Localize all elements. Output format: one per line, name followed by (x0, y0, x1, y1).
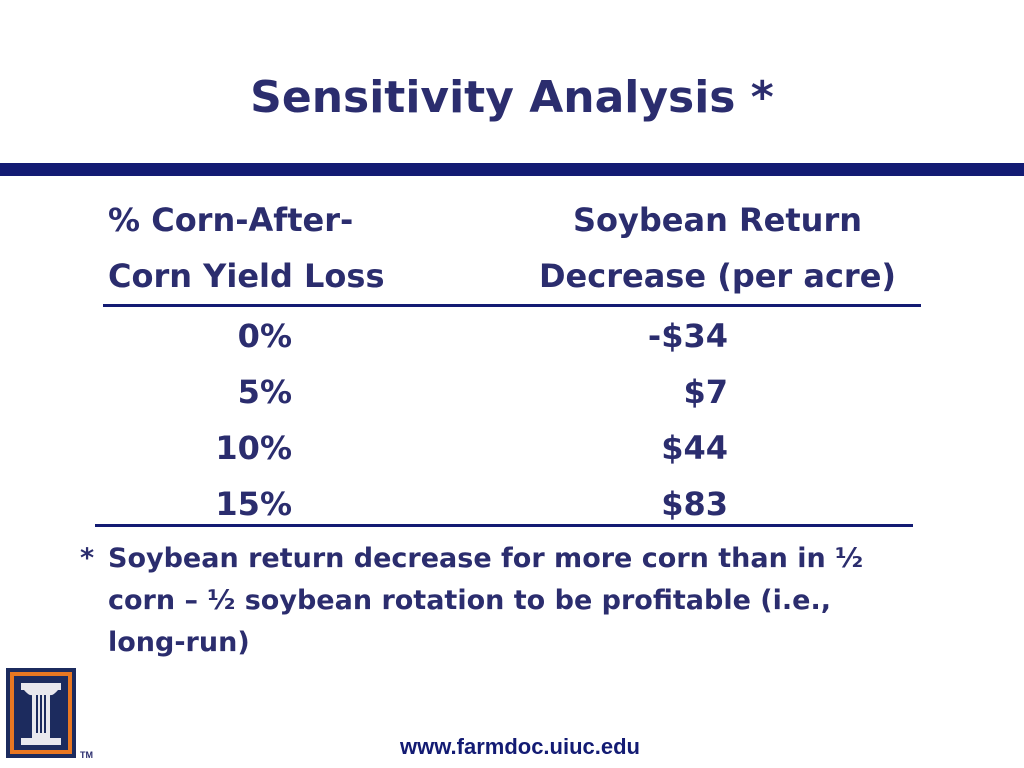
illinois-block-i-icon (6, 668, 76, 758)
website-url[interactable]: www.farmdoc.uiuc.edu (400, 734, 640, 759)
header-right-line-2: Decrease (per acre) (538, 257, 897, 295)
yield-loss-cell: 10% (215, 429, 292, 467)
table-top-rule (103, 304, 921, 307)
header-left-line-2: Corn Yield Loss (108, 257, 385, 295)
header-right-line-1: Soybean Return (573, 201, 862, 239)
table-row: 10% $44 (0, 420, 1024, 476)
trademark-mark: TM (80, 750, 93, 760)
return-decrease-cell: $83 (661, 485, 728, 523)
table-bottom-rule (95, 524, 913, 527)
footnote-line-2: corn – ½ soybean rotation to be profitab… (108, 585, 831, 616)
return-decrease-cell: -$34 (647, 317, 728, 355)
footnote: * Soybean return decrease for more corn t… (80, 538, 980, 664)
yield-loss-cell: 5% (237, 373, 292, 411)
return-decrease-cell: $44 (661, 429, 728, 467)
table-body: 0% -$34 5% $7 10% $44 15% $83 (0, 308, 1024, 532)
table-row: 5% $7 (0, 364, 1024, 420)
return-decrease-cell: $7 (683, 373, 728, 411)
footnote-text-1: Soybean return decrease for more corn th… (108, 543, 864, 574)
title-divider (0, 163, 1024, 176)
table-row: 15% $83 (0, 476, 1024, 532)
slide-title: Sensitivity Analysis * (250, 72, 774, 123)
yield-loss-cell: 0% (237, 317, 292, 355)
table-header-left: % Corn-After- Corn Yield Loss (108, 192, 385, 304)
table-header-right: Soybean Return Decrease (per acre) (520, 192, 915, 304)
footnote-line-1: * Soybean return decrease for more corn t… (80, 538, 980, 580)
footnote-star: * (80, 543, 95, 574)
table-row: 0% -$34 (0, 308, 1024, 364)
header-left-line-1: % Corn-After- (108, 201, 354, 239)
footnote-line-3: long-run) (108, 627, 250, 658)
yield-loss-cell: 15% (215, 485, 292, 523)
